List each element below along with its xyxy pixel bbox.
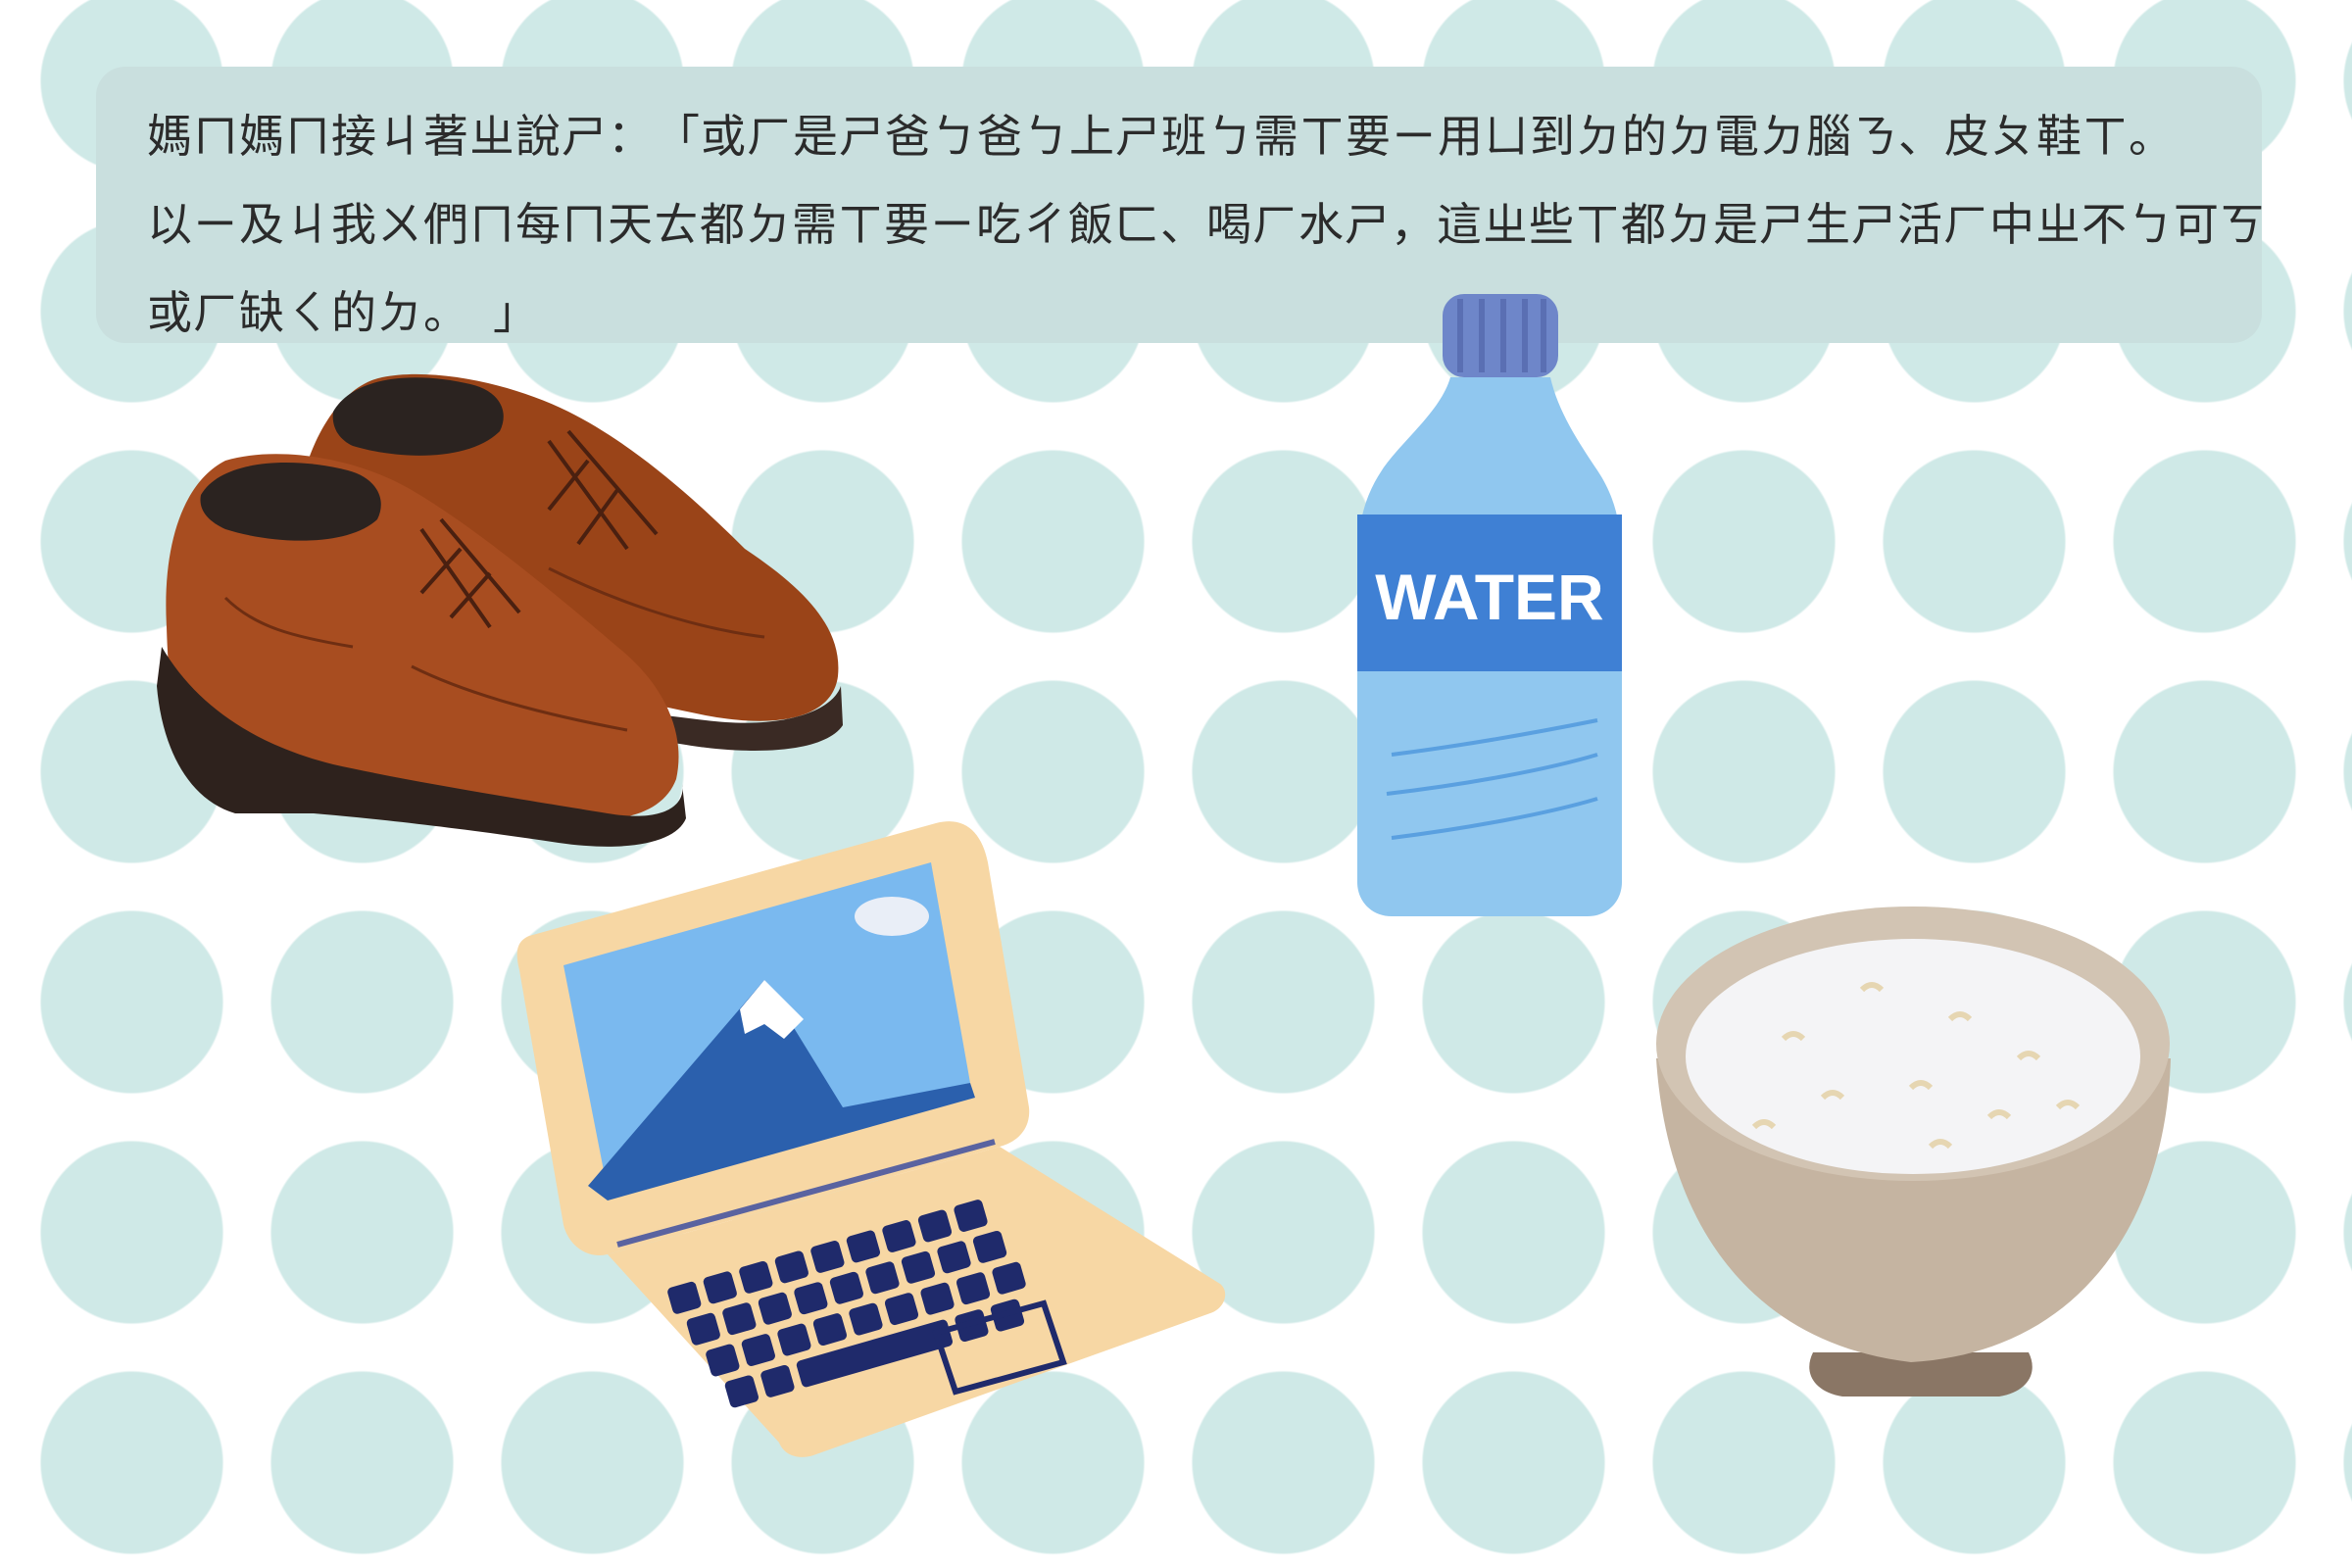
caption-line-2: 以ㄧ及ㄐ我ㄨ們ㄇ每ㄇ天ㄊ都ㄉ需ㄒ要ㄧ吃ㄔ飯ㄈ、喝ㄏ水ㄕ，這ㄓ些ㄒ都ㄉ是ㄕ生ㄕ活ㄏ…	[147, 198, 2266, 251]
bottle-label-text: WATER	[1375, 561, 1603, 633]
caption-line-1: 媽ㄇ媽ㄇ接ㄐ著ㄓ說ㄕ： 「或ㄏ是ㄕ爸ㄅ爸ㄅ上ㄕ班ㄅ需ㄒ要ㄧ用ㄩ到ㄉ的ㄉ電ㄉ腦ㄋ、…	[147, 110, 2175, 163]
shoes-icon	[157, 373, 843, 847]
water-bottle-icon: WATER	[1357, 294, 1622, 916]
laptop-trackpad	[932, 1299, 1067, 1396]
rice-bowl-icon	[1656, 906, 2171, 1396]
caption-box: 媽ㄇ媽ㄇ接ㄐ著ㄓ說ㄕ： 「或ㄏ是ㄕ爸ㄅ爸ㄅ上ㄕ班ㄅ需ㄒ要ㄧ用ㄩ到ㄉ的ㄉ電ㄉ腦ㄋ、…	[96, 67, 2266, 343]
laptop-icon	[516, 821, 1226, 1457]
laptop-keyboard	[667, 1200, 1026, 1408]
caption-line-3: 或ㄏ缺ㄑ的ㄉ。 」	[147, 286, 539, 339]
